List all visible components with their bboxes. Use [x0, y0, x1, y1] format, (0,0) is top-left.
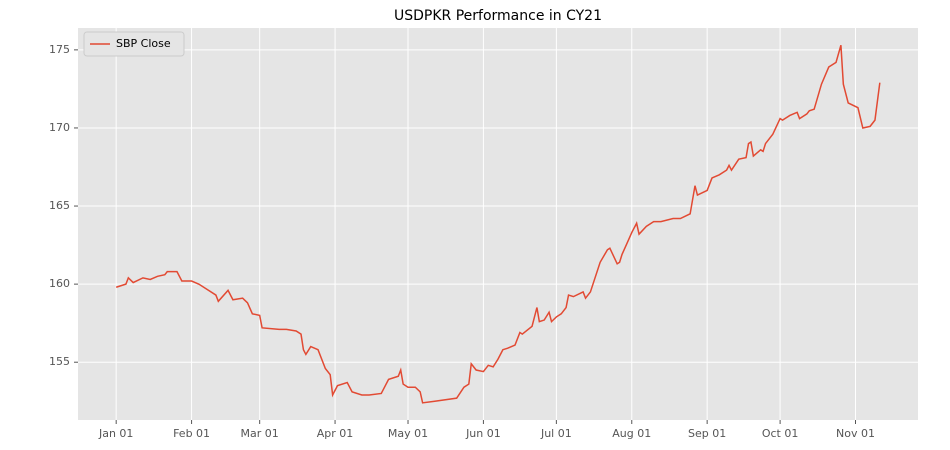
x-tick-label: Jan 01 [98, 427, 133, 440]
legend-label: SBP Close [116, 37, 171, 50]
y-tick-label: 175 [49, 43, 70, 56]
x-tick-label: Jul 01 [540, 427, 572, 440]
lines [115, 44, 881, 404]
line [115, 44, 881, 404]
legend-box [83, 31, 185, 57]
x-tick-label: Jun 01 [465, 427, 501, 440]
plot-area [78, 28, 918, 420]
y-tick-label: 170 [49, 121, 70, 134]
chart-title: USDPKR Performance in CY21 [394, 8, 602, 24]
x-tick-label: Mar 01 [241, 427, 279, 440]
y-tick-label: 160 [49, 277, 70, 290]
x-tick-label: Apr 01 [317, 427, 354, 440]
x-tick-label: Oct 01 [762, 427, 799, 440]
y-tick-label: 165 [49, 199, 70, 212]
x-tick-label: Sep 01 [688, 427, 726, 440]
legend: SBP Close [83, 31, 185, 57]
x-tick-label: Aug 01 [612, 427, 651, 440]
grid [74, 28, 918, 424]
x-tick-label: Nov 01 [836, 427, 875, 440]
y-tick-label: 155 [49, 355, 70, 368]
x-tick-label: May 01 [388, 427, 428, 440]
x-tick-label: Feb 01 [173, 427, 210, 440]
